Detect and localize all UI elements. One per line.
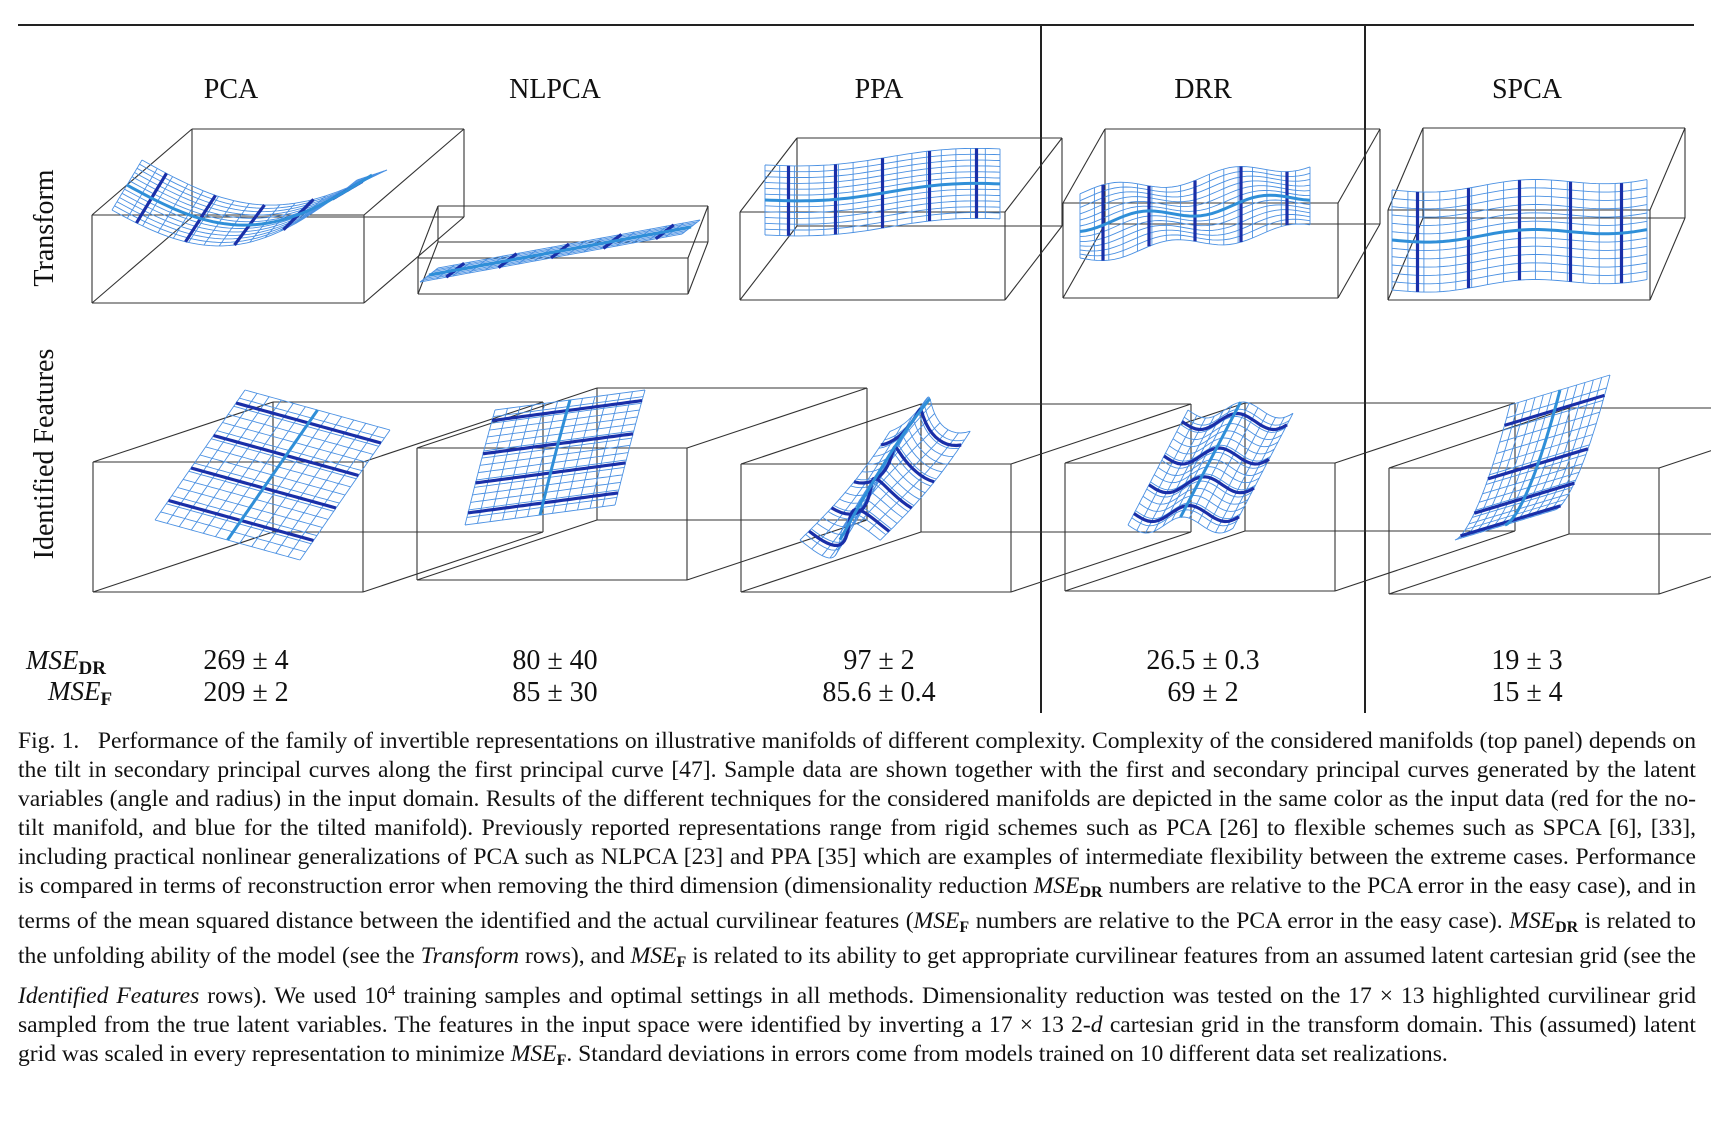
nlpca-features-mesh-line — [477, 408, 508, 524]
pca-transform-box-edge — [363, 216, 465, 304]
ppa-features-principal-curve — [838, 397, 932, 541]
manifold-plots — [91, 127, 1711, 595]
pca-features-box-edge — [92, 401, 274, 463]
column-title-spca: SPCA — [1491, 74, 1563, 105]
ppa-features-box-edge — [1010, 403, 1192, 465]
pca-transform-mesh-line — [114, 178, 360, 243]
nlpca-features-box-edge — [686, 387, 868, 449]
mse-f-label: MSEF — [48, 676, 113, 710]
ppa-features-secondary-curve — [853, 445, 935, 485]
ppa-features-box-edge — [1010, 531, 1192, 593]
mse-f-nlpca: 85 ± 30 — [512, 677, 598, 708]
drr-features-principal-curve — [1179, 401, 1242, 518]
nlpca-features-mesh-line — [564, 396, 596, 512]
spca-transform-box-edge — [1387, 127, 1424, 211]
ppa-features-box-edge — [740, 531, 922, 593]
spca-transform-principal-curve — [1391, 228, 1648, 244]
column-title-drr: DRR — [1174, 74, 1232, 105]
nlpca-features-mesh-line — [602, 391, 633, 507]
ppa-features-mesh-line — [867, 427, 948, 465]
column-title-nlpca: NLPCA — [509, 74, 601, 105]
spca-features-box-edge — [1658, 450, 1711, 469]
nlpca-transform-box-edge — [687, 241, 709, 295]
nlpca-features-mesh-line — [552, 398, 583, 514]
figure-caption: Fig. 1. Performance of the family of inv… — [18, 728, 1697, 1069]
separator-drr — [1040, 24, 1042, 713]
spca-features-principal-curve — [1504, 389, 1562, 527]
caption-fig-label: Fig. 1. — [18, 728, 80, 754]
pca-transform-mesh-line — [116, 177, 363, 240]
mse-dr-label: MSEDR — [26, 645, 106, 679]
separator-spca — [1364, 24, 1366, 713]
spca-transform-mesh-line — [1391, 279, 1648, 293]
spca-features-box-edge — [1658, 576, 1711, 595]
pca-features-box-edge — [92, 531, 274, 593]
mse-f-drr: 69 ± 2 — [1167, 677, 1239, 708]
pca-transform-box-edge — [363, 128, 465, 216]
pca-transform-box-edge — [91, 128, 193, 216]
mse-f-pca: 209 ± 2 — [203, 677, 289, 708]
mse-dr-spca: 19 ± 3 — [1491, 645, 1563, 676]
spca-transform-box-edge — [1649, 217, 1686, 301]
column-title-pca: PCA — [203, 74, 259, 105]
drr-transform-principal-curve — [1079, 193, 1311, 233]
nlpca-features-mesh-line — [514, 403, 546, 519]
ppa-transform-principal-curve — [764, 181, 1001, 203]
spca-transform-box-edge — [1649, 127, 1686, 211]
drr-features-box-edge — [1334, 530, 1516, 592]
ppa-transform-box-edge — [739, 137, 798, 213]
drr-transform-box-edge — [1062, 223, 1106, 299]
drr-transform-box-edge — [1062, 128, 1106, 204]
pca-features-principal-curve — [226, 409, 319, 541]
nlpca-features-box-edge — [416, 519, 598, 581]
pca-transform-box-edge — [91, 216, 193, 304]
nlpca-features-principal-curve — [538, 399, 572, 516]
nlpca-features-mesh-line — [589, 393, 621, 509]
mse-f-ppa: 85.6 ± 0.4 — [822, 677, 936, 708]
mse-f-spca: 15 ± 4 — [1491, 677, 1563, 708]
nlpca-transform-principal-curve — [428, 225, 692, 277]
nlpca-transform-box-edge — [687, 205, 709, 259]
mse-dr-nlpca: 80 ± 40 — [512, 645, 598, 676]
mse-dr-ppa: 97 ± 2 — [843, 645, 915, 676]
pca-features-box-edge — [362, 401, 544, 463]
ppa-features-box-edge — [740, 403, 922, 465]
spca-features-box-edge — [1388, 533, 1570, 595]
pca-features-box-edge — [362, 531, 544, 593]
spca-features-box-edge — [1388, 407, 1570, 469]
nlpca-features-mesh-line — [489, 406, 521, 522]
drr-features-box-edge — [1334, 402, 1516, 464]
mse-dr-drr: 26.5 ± 0.3 — [1146, 645, 1260, 676]
drr-features-box-edge — [1064, 530, 1246, 592]
ppa-transform-box-edge — [739, 225, 798, 301]
drr-features-box-edge — [1064, 402, 1246, 464]
nlpca-features-mesh-line — [502, 404, 533, 521]
mse-dr-pca: 269 ± 4 — [203, 645, 289, 676]
ppa-transform-box-edge — [1004, 225, 1063, 301]
drr-transform-box-edge — [1337, 128, 1381, 204]
pca-transform-mesh-line — [139, 163, 385, 209]
nlpca-transform-box-edge — [417, 205, 439, 259]
column-title-ppa: PPA — [854, 74, 904, 105]
pca-transform-principal-curve — [126, 173, 373, 227]
nlpca-features-mesh-line — [577, 394, 608, 511]
nlpca-transform-box-edge — [417, 241, 439, 295]
drr-transform-box-edge — [1337, 223, 1381, 299]
ppa-transform-box-edge — [1004, 137, 1063, 213]
nlpca-features-box-edge — [686, 519, 868, 581]
top-rule — [18, 24, 1694, 26]
